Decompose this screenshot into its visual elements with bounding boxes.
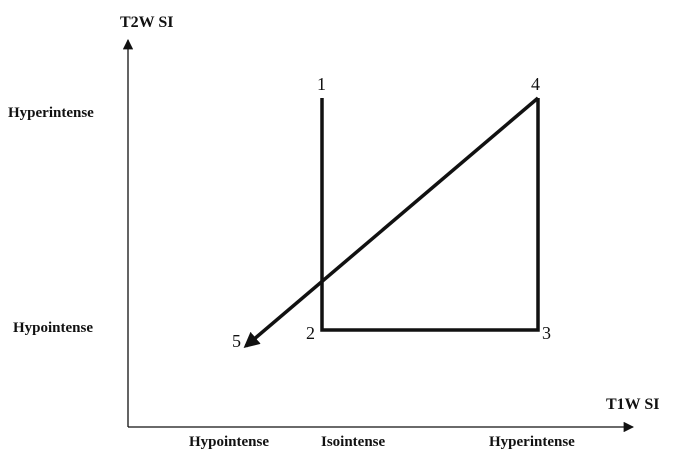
point-label-1: 1	[317, 74, 326, 94]
point-label-4: 4	[531, 74, 540, 94]
x-level-hyperintense: Hyperintense	[489, 434, 575, 450]
x-axis-title: T1W SI	[606, 396, 660, 413]
arrow-4-to-5	[243, 96, 540, 349]
y-level-hyperintense: Hyperintense	[8, 105, 94, 121]
path-1-2-3-4	[320, 98, 540, 332]
y-axis-title: T2W SI	[120, 14, 174, 31]
point-label-3: 3	[542, 323, 551, 343]
y-level-hypointense: Hypointense	[13, 320, 93, 336]
x-level-hypointense: Hypointense	[189, 434, 269, 450]
point-label-5: 5	[232, 331, 241, 351]
point-label-2: 2	[306, 323, 315, 343]
x-level-isointense: Isointense	[321, 434, 386, 450]
